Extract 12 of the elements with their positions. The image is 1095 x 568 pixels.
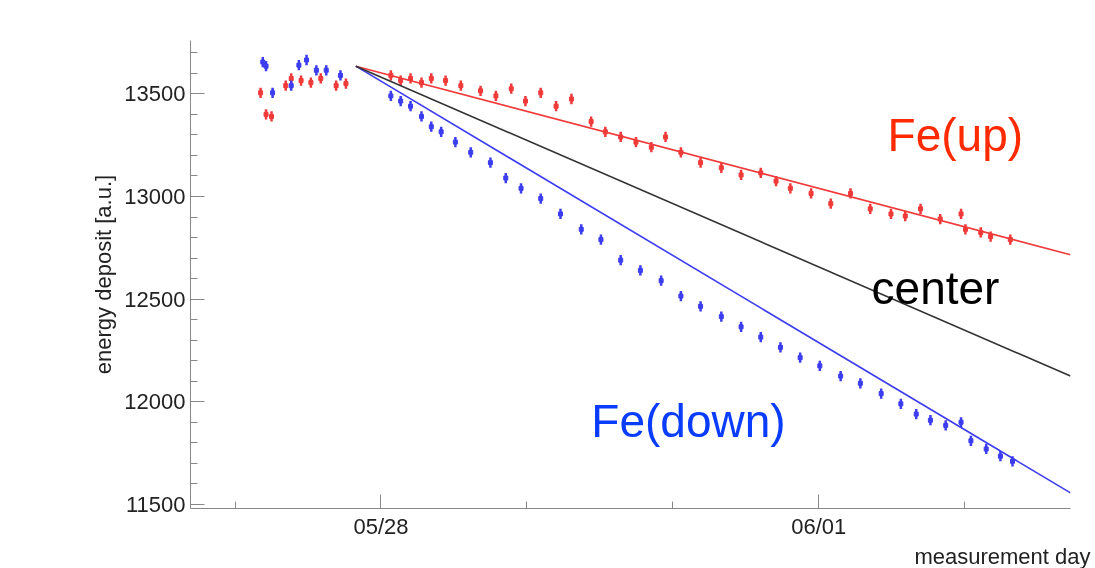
x-tick-label: 05/28 bbox=[353, 513, 409, 539]
series-label: Fe(down) bbox=[591, 395, 786, 448]
y-tick-label: 12000 bbox=[124, 389, 186, 415]
y-tick-label: 12500 bbox=[124, 286, 186, 312]
y-tick-label: 13500 bbox=[124, 81, 186, 107]
series-label: center bbox=[871, 262, 1000, 315]
x-axis-title: measurement day bbox=[914, 543, 1091, 568]
x-tick-label: 06/01 bbox=[791, 513, 847, 539]
y-tick-label: 11500 bbox=[125, 491, 186, 517]
y-axis-title: energy deposit [a.u.] bbox=[91, 174, 117, 375]
series-label: Fe(up) bbox=[887, 108, 1024, 161]
y-tick-label: 13000 bbox=[124, 184, 186, 209]
